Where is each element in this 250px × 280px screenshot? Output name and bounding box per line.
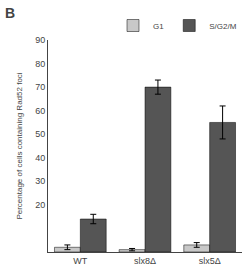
svg-text:60: 60	[35, 106, 45, 116]
svg-text:70: 70	[35, 82, 45, 92]
svg-text:90: 90	[35, 35, 45, 45]
svg-text:80: 80	[35, 59, 45, 69]
svg-text:slx8Δ: slx8Δ	[134, 256, 156, 266]
svg-text:Percentage of cells containing: Percentage of cells containing Rad52 foc…	[15, 72, 24, 219]
svg-text:20: 20	[35, 200, 45, 210]
svg-text:30: 30	[35, 176, 45, 186]
svg-text:S/G2/M: S/G2/M	[209, 22, 236, 31]
svg-text:B: B	[5, 5, 15, 21]
svg-text:50: 50	[35, 129, 45, 139]
svg-text:slx5Δ: slx5Δ	[199, 256, 221, 266]
svg-text:WT: WT	[73, 256, 87, 266]
svg-text:40: 40	[35, 153, 45, 163]
svg-text:G1: G1	[153, 22, 164, 31]
